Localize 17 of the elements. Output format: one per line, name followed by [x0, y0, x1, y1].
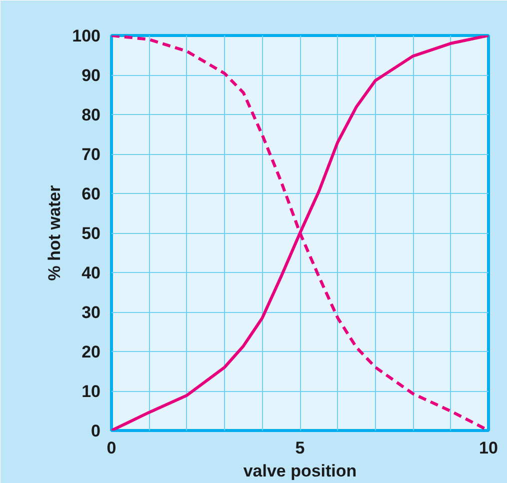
- y-tick-label: 70: [82, 145, 101, 164]
- y-tick-label: 0: [91, 422, 101, 440]
- y-tick-label: 50: [82, 224, 101, 243]
- line-series: [112, 36, 488, 430]
- x-tick-label: 10: [479, 438, 498, 458]
- x-tick-label: 5: [295, 438, 305, 458]
- y-tick-label: 60: [82, 184, 101, 204]
- y-tick-label: 100: [72, 26, 101, 46]
- y-axis-title: % hot water: [45, 184, 64, 281]
- y-tick-label: 80: [82, 106, 101, 124]
- x-tick-label: 0: [106, 438, 116, 458]
- y-tick-label: 40: [82, 264, 101, 282]
- y-tick-label: 30: [82, 303, 101, 322]
- x-axis-title: valve position: [243, 462, 357, 480]
- y-tick-label: 10: [82, 382, 101, 401]
- y-tick-label: 90: [82, 66, 101, 85]
- y-tick-label: 20: [82, 342, 101, 362]
